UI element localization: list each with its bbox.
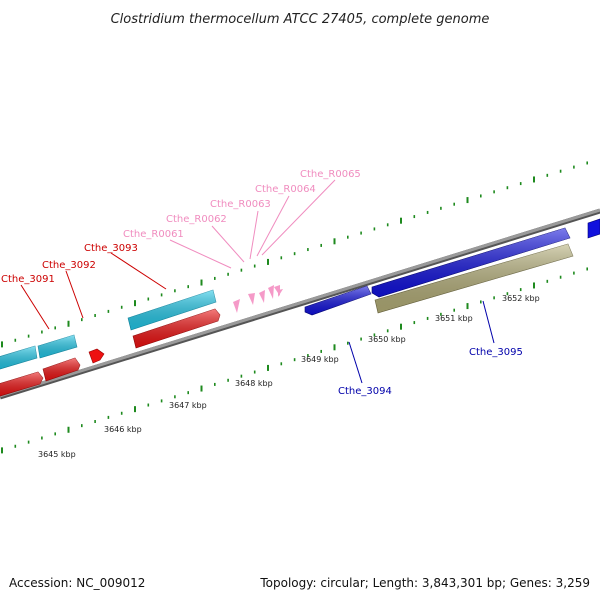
lower-tick-track [1,267,589,454]
gene-cthe-3092-red[interactable] [42,357,81,382]
topology-text: Topology: circular; Length: 3,843,301 bp… [260,576,590,590]
label-connectors [20,179,495,384]
label-cthe-3093[interactable]: Cthe_3093 [84,243,138,254]
genome-backbone [0,208,600,400]
scale-label: 3652 kbp [502,294,540,303]
gene-cthe-3093-small-red[interactable] [88,348,105,364]
scale-label: 3648 kbp [235,379,273,388]
scale-label: 3649 kbp [301,355,339,364]
gene-cthe-3093-red[interactable] [132,308,221,349]
gene-cthe-3091-red[interactable] [0,371,44,397]
gene-cthe-3091-cyan[interactable] [0,345,38,370]
gene-cthe-3095-khaki[interactable] [374,243,574,314]
label-cthe-3092[interactable]: Cthe_3092 [42,260,96,271]
label-cthe-r0063[interactable]: Cthe_R0063 [210,199,271,210]
accession-text: Accession: NC_009012 [9,576,146,590]
label-cthe-3095[interactable]: Cthe_3095 [469,347,523,358]
label-cthe-r0065[interactable]: Cthe_R0065 [300,169,361,180]
scale-label: 3651 kbp [435,314,473,323]
label-cthe-3091[interactable]: Cthe_3091 [1,274,55,285]
scale-label: 3646 kbp [104,425,142,434]
scale-label: 3645 kbp [38,450,76,459]
map-title: Clostridium thermocellum ATCC 27405, com… [111,12,490,27]
gene-cthe-3094-blue[interactable] [304,285,372,316]
upper-tick-track [1,161,589,348]
label-cthe-r0061[interactable]: Cthe_R0061 [123,229,184,240]
gene-cthe-3093-cyan[interactable] [127,289,217,331]
rna-arrows[interactable] [233,285,283,313]
label-cthe-r0064[interactable]: Cthe_R0064 [255,184,316,195]
scale-label: 3647 kbp [169,401,207,410]
label-cthe-r0062[interactable]: Cthe_R0062 [166,214,227,225]
scale-label: 3650 kbp [368,335,406,344]
gene-cthe-3095-blue[interactable] [371,227,571,298]
gene-next-blue[interactable] [587,218,600,239]
gene-cthe-3092-cyan[interactable] [37,334,78,359]
label-cthe-3094[interactable]: Cthe_3094 [338,386,392,397]
